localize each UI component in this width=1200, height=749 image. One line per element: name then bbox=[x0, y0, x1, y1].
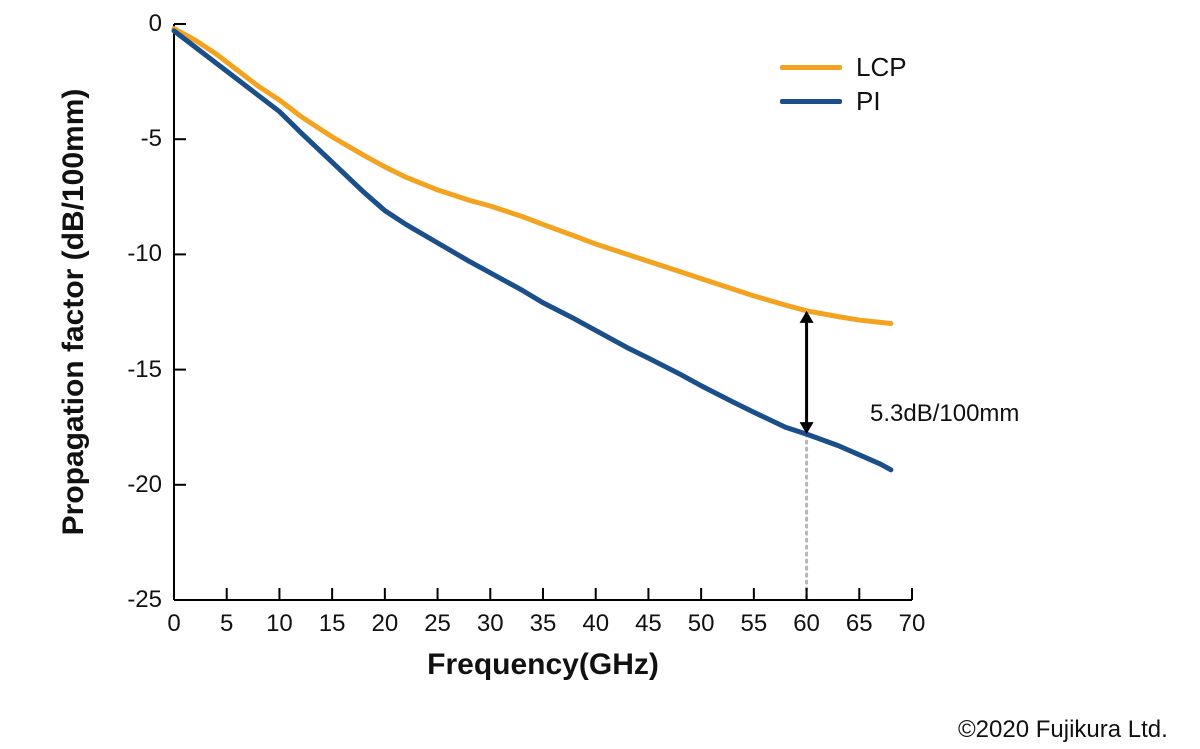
copyright: ©2020 Fujikura Ltd. bbox=[958, 716, 1168, 744]
x-tick-label: 30 bbox=[477, 610, 504, 638]
legend-label: LCP bbox=[856, 52, 907, 83]
x-tick-label: 35 bbox=[530, 610, 557, 638]
legend: LCPPI bbox=[780, 50, 907, 118]
legend-swatch bbox=[780, 65, 842, 70]
x-tick-label: 60 bbox=[793, 610, 820, 638]
y-tick-label: -15 bbox=[127, 356, 162, 384]
x-tick-label: 70 bbox=[899, 610, 926, 638]
x-tick-label: 45 bbox=[635, 610, 662, 638]
x-tick-label: 5 bbox=[220, 610, 233, 638]
gap-annotation: 5.3dB/100mm bbox=[870, 400, 1019, 428]
y-tick-label: -5 bbox=[141, 125, 162, 153]
y-tick-label: 0 bbox=[149, 10, 162, 38]
x-tick-label: 40 bbox=[582, 610, 609, 638]
legend-label: PI bbox=[856, 86, 881, 117]
y-tick-label: -20 bbox=[127, 471, 162, 499]
x-tick-label: 65 bbox=[846, 610, 873, 638]
x-tick-label: 55 bbox=[740, 610, 767, 638]
x-axis-title: Frequency(GHz) bbox=[427, 648, 659, 682]
y-tick-label: -25 bbox=[127, 586, 162, 614]
x-tick-label: 20 bbox=[371, 610, 398, 638]
x-tick-label: 50 bbox=[688, 610, 715, 638]
x-tick-label: 10 bbox=[266, 610, 293, 638]
legend-item-lcp: LCP bbox=[780, 50, 907, 84]
x-tick-label: 25 bbox=[424, 610, 451, 638]
y-axis-title: Propagation factor (dB/100mm) bbox=[57, 89, 91, 536]
x-tick-label: 15 bbox=[319, 610, 346, 638]
y-tick-label: -10 bbox=[127, 240, 162, 268]
x-tick-label: 0 bbox=[167, 610, 180, 638]
legend-item-pi: PI bbox=[780, 84, 907, 118]
legend-swatch bbox=[780, 99, 842, 104]
